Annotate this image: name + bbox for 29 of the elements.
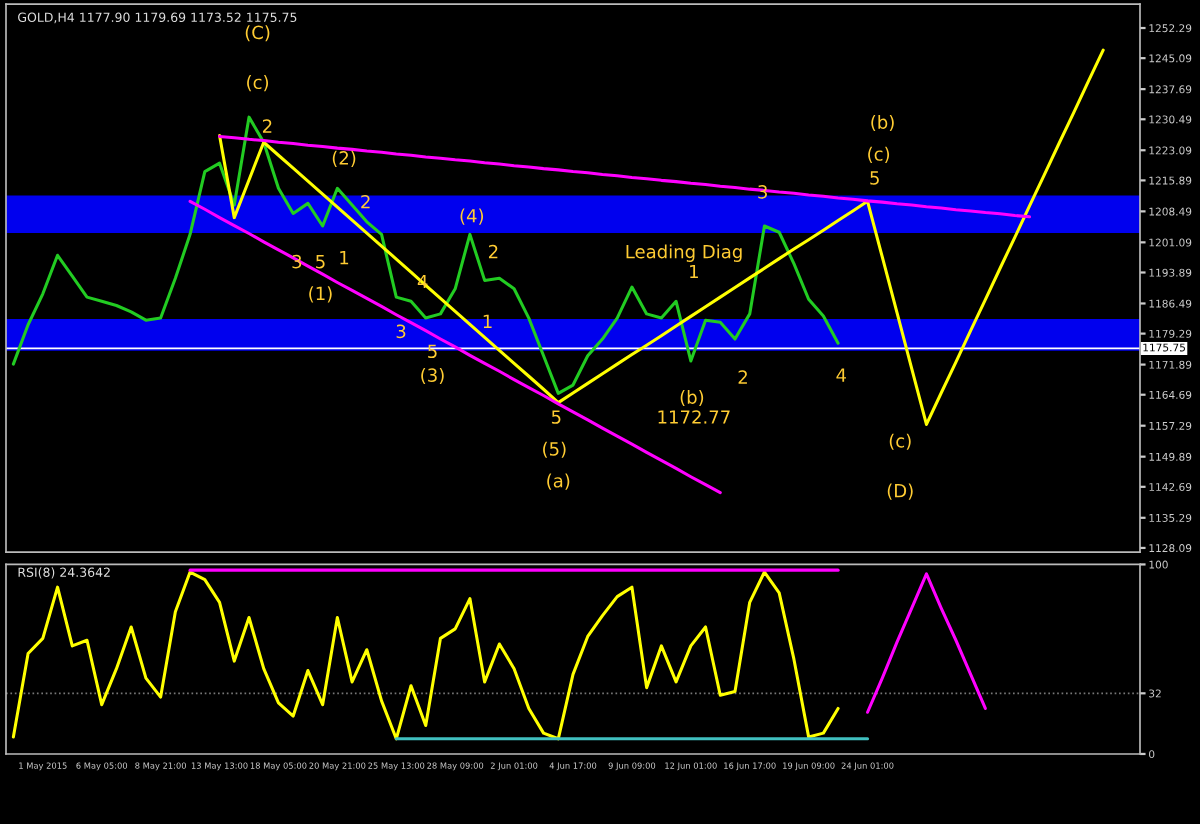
annotation: 5: [551, 410, 561, 424]
annotation: (b): [871, 114, 894, 132]
annotation: (2): [332, 150, 356, 167]
annotation: (C): [245, 25, 270, 42]
annotation: 2: [488, 244, 498, 259]
annotation: (3): [421, 368, 444, 385]
annotation: 1: [340, 250, 349, 265]
annotation: (4): [460, 208, 484, 225]
annotation: (a): [547, 473, 570, 490]
annotation: 1172.77: [658, 410, 730, 424]
line-series: [218, 48, 1105, 426]
annotation: (c): [889, 433, 911, 450]
annotation: 1: [690, 264, 698, 279]
annotation: 3: [396, 324, 406, 339]
annotation: (c): [247, 75, 269, 92]
annotation: (1): [309, 286, 332, 303]
line-series: [866, 572, 987, 714]
annotation: (5): [543, 441, 566, 458]
annotation: Leading Diag: [626, 244, 742, 262]
line-series: [11, 570, 840, 741]
annotation: 5: [316, 254, 325, 269]
annotation: 5: [870, 171, 879, 185]
annotation: 2: [262, 119, 272, 133]
annotation: 2: [738, 370, 747, 384]
annotation: (b): [680, 389, 704, 407]
annotation: (c): [868, 146, 890, 163]
annotation: 4: [836, 368, 846, 382]
annotation: 2: [361, 194, 370, 209]
annotation: (D): [887, 483, 913, 500]
